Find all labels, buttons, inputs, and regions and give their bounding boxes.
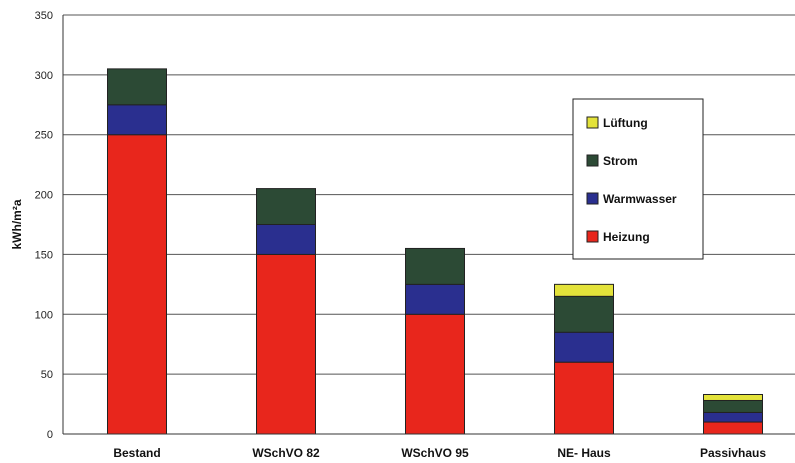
- legend-swatch: [586, 116, 599, 129]
- bar-segment-heizung: [405, 313, 465, 435]
- bar-segment-warmwasser: [256, 224, 316, 255]
- legend-label: Warmwasser: [603, 192, 677, 206]
- bar-segment-heizung: [107, 134, 167, 435]
- y-tick-label: 300: [35, 70, 53, 82]
- bar-segment-strom: [703, 399, 763, 413]
- y-tick-label: 350: [35, 10, 53, 22]
- legend-swatch: [586, 192, 599, 205]
- bar-segment-warmwasser: [405, 283, 465, 315]
- bar-segment-warmwasser: [554, 331, 614, 363]
- bar-segment-l-ftung: [554, 283, 614, 297]
- bar-segment-l-ftung: [703, 393, 763, 401]
- bar-segment-strom: [554, 295, 614, 333]
- x-category-label: NE- Haus: [557, 446, 611, 460]
- y-tick-labels: 0 50 100 150 200 250 300 350: [35, 10, 53, 441]
- y-tick-label: 50: [41, 369, 53, 381]
- legend-label: Lüftung: [603, 116, 648, 130]
- legend: Lüftung Strom Warmwasser Heizung: [572, 98, 704, 260]
- bar-segment-strom: [256, 188, 316, 225]
- legend-label: Heizung: [603, 230, 650, 244]
- bar-segment-warmwasser: [107, 104, 167, 136]
- y-axis-label: kWh/m²a: [10, 199, 24, 249]
- x-category-label: WSchVO 95: [401, 446, 469, 460]
- bar-segment-heizung: [703, 421, 763, 435]
- y-tick-label: 0: [47, 429, 53, 441]
- bar-segment-heizung: [554, 361, 614, 435]
- x-category-label: Bestand: [113, 446, 160, 460]
- x-category-labels: Bestand WSchVO 82 WSchVO 95 NE- Haus Passivh…: [113, 446, 766, 460]
- x-category-label: WSchVO 82: [252, 446, 320, 460]
- y-tick-label: 200: [35, 190, 53, 202]
- legend-swatch: [586, 154, 599, 167]
- y-tick-label: 150: [35, 249, 53, 261]
- y-tick-label: 250: [35, 130, 53, 142]
- bar-segment-strom: [107, 68, 167, 106]
- legend-swatch: [586, 230, 599, 243]
- y-tick-label: 100: [35, 309, 53, 321]
- bar-segment-heizung: [256, 253, 316, 435]
- bar-segment-warmwasser: [703, 411, 763, 423]
- legend-label: Strom: [603, 154, 638, 168]
- x-category-label: Passivhaus: [700, 446, 766, 460]
- bar-segment-strom: [405, 247, 465, 285]
- bars: [107, 68, 763, 435]
